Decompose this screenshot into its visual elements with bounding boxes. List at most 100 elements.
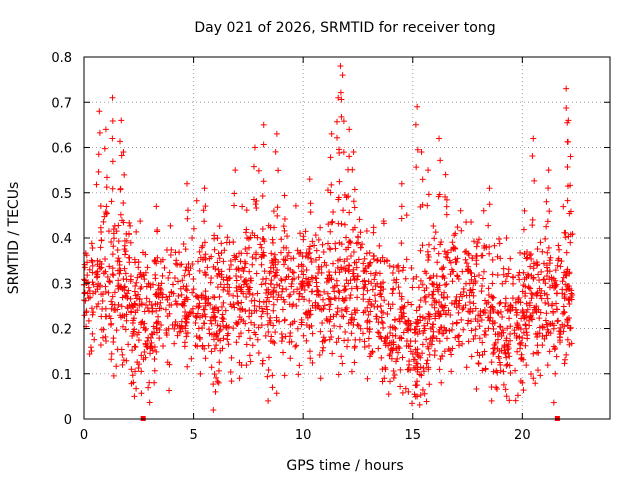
data-point	[219, 311, 226, 318]
data-point	[366, 249, 373, 256]
data-point	[557, 263, 564, 270]
data-points	[81, 63, 576, 413]
data-point	[530, 265, 537, 272]
data-point	[478, 288, 485, 295]
data-point	[287, 291, 294, 298]
data-point	[485, 222, 492, 229]
data-point	[199, 343, 206, 350]
data-point	[94, 273, 101, 280]
data-point	[366, 326, 373, 333]
data-point	[371, 303, 378, 310]
data-point	[114, 246, 121, 253]
data-point	[263, 303, 270, 310]
data-point	[485, 325, 492, 332]
data-point	[430, 272, 437, 279]
data-point	[330, 208, 337, 215]
data-point	[181, 272, 188, 279]
data-point	[309, 238, 316, 245]
data-point	[342, 286, 349, 293]
data-point	[218, 303, 225, 310]
data-point	[504, 325, 511, 332]
data-point	[274, 296, 281, 303]
data-point	[222, 307, 229, 314]
data-point	[377, 283, 384, 290]
data-point	[522, 342, 529, 349]
data-point	[405, 322, 412, 329]
data-point	[345, 280, 352, 287]
data-point	[215, 367, 222, 374]
data-point	[416, 303, 423, 310]
data-point	[157, 299, 164, 306]
data-point	[108, 239, 115, 246]
data-point	[416, 328, 423, 335]
data-point	[430, 332, 437, 339]
data-point	[128, 366, 135, 373]
data-point	[459, 340, 466, 347]
data-point	[297, 230, 304, 237]
data-point	[448, 351, 455, 358]
data-point	[109, 185, 116, 192]
data-point	[195, 294, 202, 301]
x-tick-labels: 0 5 10 15 20	[80, 428, 531, 443]
data-point	[117, 185, 124, 192]
data-point	[274, 267, 281, 274]
data-point	[230, 238, 237, 245]
data-point	[351, 359, 358, 366]
data-point	[507, 323, 514, 330]
data-point	[121, 251, 128, 258]
data-point	[135, 337, 142, 344]
data-point	[455, 276, 462, 283]
data-point	[427, 325, 434, 332]
data-point	[396, 345, 403, 352]
data-point	[381, 338, 388, 345]
data-point	[129, 347, 136, 354]
data-point	[398, 334, 405, 341]
data-point	[312, 232, 319, 239]
data-point	[254, 336, 261, 343]
data-point	[336, 289, 343, 296]
data-point	[106, 263, 113, 270]
data-point	[444, 254, 451, 261]
data-point	[318, 269, 325, 276]
data-point	[309, 330, 316, 337]
data-point	[87, 344, 94, 351]
data-point	[103, 313, 110, 320]
data-point	[119, 351, 126, 358]
data-point	[335, 220, 342, 227]
data-point	[136, 296, 143, 303]
data-point	[220, 335, 227, 342]
data-point	[500, 271, 507, 278]
data-point	[281, 372, 288, 379]
data-point	[264, 294, 271, 301]
data-point	[378, 354, 385, 361]
data-point	[382, 334, 389, 341]
data-point	[182, 285, 189, 292]
data-point	[559, 310, 566, 317]
data-point	[144, 338, 151, 345]
data-point	[111, 289, 118, 296]
data-point	[352, 336, 359, 343]
data-point	[530, 375, 537, 382]
data-point	[519, 335, 526, 342]
data-point	[120, 149, 127, 156]
data-point	[165, 275, 172, 282]
data-point	[501, 347, 508, 354]
data-point	[357, 244, 364, 251]
data-point	[449, 320, 456, 327]
data-point	[529, 316, 536, 323]
data-point	[274, 212, 281, 219]
data-point	[243, 207, 250, 214]
data-point	[533, 259, 540, 266]
data-point	[133, 295, 140, 302]
data-point	[559, 290, 566, 297]
data-point	[514, 392, 521, 399]
data-point	[443, 203, 450, 210]
data-point	[116, 138, 123, 145]
data-point	[108, 350, 115, 357]
data-point	[455, 333, 462, 340]
data-point	[528, 371, 535, 378]
data-point	[447, 259, 454, 266]
data-point	[120, 357, 127, 364]
data-point	[524, 254, 531, 261]
data-point	[273, 281, 280, 288]
